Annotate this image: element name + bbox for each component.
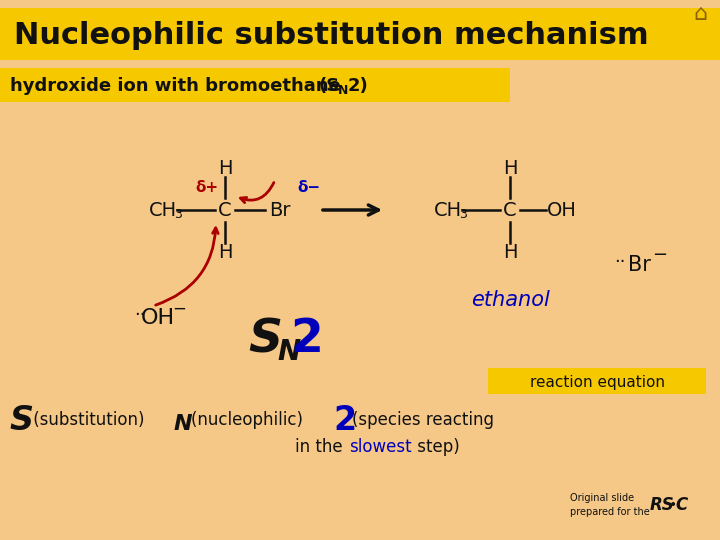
Text: H: H bbox=[503, 242, 517, 261]
Text: ··: ·· bbox=[134, 306, 145, 324]
Text: H: H bbox=[217, 159, 233, 178]
Text: RS: RS bbox=[649, 496, 675, 514]
Text: CH: CH bbox=[149, 200, 177, 219]
Text: C: C bbox=[218, 200, 232, 219]
Text: OH: OH bbox=[141, 308, 175, 328]
Text: step): step) bbox=[412, 438, 460, 456]
Text: (substitution): (substitution) bbox=[28, 411, 150, 429]
Text: S: S bbox=[10, 403, 34, 436]
Text: ethanol: ethanol bbox=[471, 290, 549, 310]
Text: 2: 2 bbox=[333, 403, 356, 436]
Text: slowest: slowest bbox=[349, 438, 412, 456]
Text: H: H bbox=[217, 242, 233, 261]
Text: (nucleophilic): (nucleophilic) bbox=[191, 411, 308, 429]
Text: Br: Br bbox=[269, 200, 291, 219]
Text: 3: 3 bbox=[459, 208, 467, 221]
Bar bbox=[488, 368, 706, 394]
Text: N: N bbox=[277, 338, 301, 366]
Text: (S: (S bbox=[318, 77, 339, 95]
Text: Br: Br bbox=[628, 255, 650, 275]
Text: 3: 3 bbox=[174, 208, 182, 221]
Bar bbox=[0, 68, 510, 102]
Text: δ−: δ− bbox=[297, 180, 320, 195]
Text: 2: 2 bbox=[291, 318, 323, 362]
Text: (species reacting: (species reacting bbox=[352, 411, 494, 429]
Text: hydroxide ion with bromoethane: hydroxide ion with bromoethane bbox=[10, 77, 341, 95]
Text: S: S bbox=[248, 318, 282, 362]
Text: −: − bbox=[172, 300, 186, 318]
Text: in the: in the bbox=[295, 438, 348, 456]
Text: δ+: δ+ bbox=[195, 180, 219, 195]
Text: CH: CH bbox=[434, 200, 462, 219]
Text: N: N bbox=[174, 414, 193, 434]
Text: C: C bbox=[676, 496, 688, 514]
Text: ⌂: ⌂ bbox=[693, 4, 707, 24]
Text: C: C bbox=[503, 200, 517, 219]
Text: Nucleophilic substitution mechanism: Nucleophilic substitution mechanism bbox=[14, 22, 649, 51]
Text: reaction equation: reaction equation bbox=[529, 375, 665, 389]
Text: ··: ·· bbox=[614, 253, 626, 271]
Text: Original slide
prepared for the: Original slide prepared for the bbox=[570, 493, 649, 517]
Bar bbox=[0, 8, 720, 60]
Text: −: − bbox=[652, 246, 667, 264]
Text: 2): 2) bbox=[348, 77, 369, 95]
Text: H: H bbox=[503, 159, 517, 178]
Text: •: • bbox=[669, 498, 677, 512]
Text: N: N bbox=[338, 84, 348, 97]
Text: OH: OH bbox=[547, 200, 577, 219]
